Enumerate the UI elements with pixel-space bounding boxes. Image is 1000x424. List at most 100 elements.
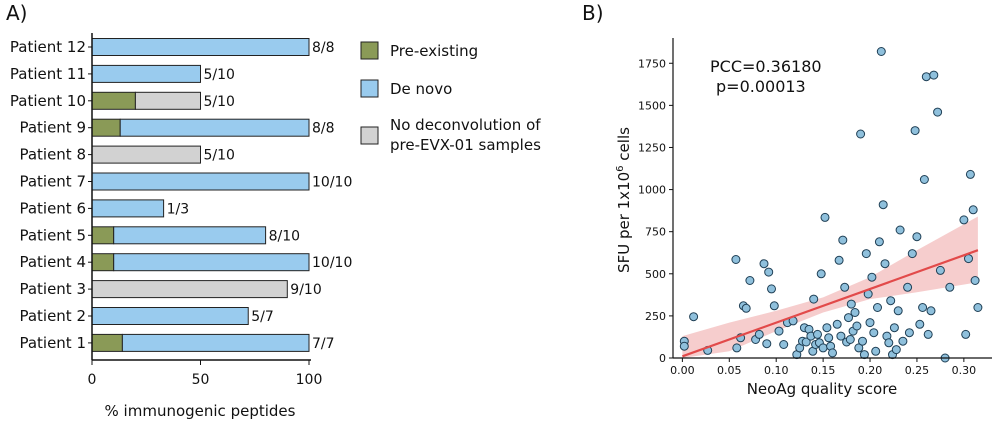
x-tick-label-2: 0.10 (764, 364, 789, 377)
scatter-point-31 (813, 329, 822, 339)
scatter-point-34 (818, 343, 828, 353)
y-tick-label-1: 250 (645, 310, 666, 323)
scatter-point-11 (754, 329, 764, 339)
scatter-point-95 (965, 169, 975, 179)
scatter-point-35 (820, 212, 830, 222)
scatter-point-66 (880, 259, 890, 269)
x-tick-label-3: 0.15 (811, 364, 836, 377)
y-tick-label-7: 1750 (638, 57, 666, 70)
bar-annotation-patient-9: 8/8 (312, 121, 335, 137)
scatter-point-97 (970, 276, 980, 285)
x-axis-title: % immunogenic peptides (105, 402, 296, 420)
row-label-patient-4: Patient 4 (19, 253, 86, 271)
bar-segment-nodeconv-patient-8 (91, 145, 201, 164)
scatter-point-69 (886, 296, 896, 306)
row-label-patient-7: Patient 7 (19, 173, 86, 191)
legend: Pre-existing De novo No deconvolution of… (360, 41, 541, 154)
p-value-annotation: p=0.00013 (716, 77, 806, 96)
scatter-point-63 (874, 237, 884, 247)
scatter-point-85 (923, 329, 933, 339)
scatter-point-81 (915, 319, 925, 329)
legend-swatch-de-novo (360, 79, 379, 98)
scatter-point-41 (834, 255, 844, 265)
x-tick-label-0: 0.00 (670, 364, 695, 377)
scatter-point-92 (959, 215, 969, 225)
x-tick-label-5: 0.25 (905, 364, 930, 377)
scatter-point-29 (809, 294, 819, 304)
scatter-points (679, 47, 983, 363)
bar-segment-denovo-patient-9 (119, 118, 310, 137)
y-tick-label-4: 1000 (638, 184, 666, 197)
scatter-point-61 (871, 346, 881, 356)
scatter-point-17 (774, 326, 784, 336)
scatter-point-84 (921, 72, 931, 82)
scatter-point-60 (869, 328, 879, 338)
scatter-point-58 (865, 318, 875, 328)
row-label-patient-2: Patient 2 (19, 307, 86, 325)
bar-segment-nodeconv-patient-10 (134, 91, 201, 110)
scatter-point-39 (828, 348, 837, 358)
scatter-point-98 (973, 303, 983, 312)
scatter-point-62 (873, 303, 882, 312)
panel-a-label: A) (6, 1, 27, 25)
bar-segment-denovo-patient-2 (91, 307, 249, 325)
row-label-patient-3: Patient 3 (19, 280, 86, 298)
legend-swatch-no-deconvolution (360, 126, 379, 145)
scatter-point-13 (762, 339, 772, 349)
bar-segment-denovo-patient-11 (91, 64, 201, 83)
y-tick-label-2: 500 (645, 268, 666, 281)
row-label-patient-6: Patient 6 (19, 199, 86, 217)
y-axis-title-main: SFU per 1x10 (615, 172, 633, 273)
scatter-point-79 (910, 126, 920, 136)
scatter-point-68 (884, 338, 894, 348)
bar-chart-plot: Patient 12 8/8 Patient 11 5/10 Patient 10 5/1… (10, 33, 352, 360)
scatter-point-78 (907, 249, 917, 259)
scatter-point-46 (844, 313, 853, 323)
x-tick-label-1: 0.05 (717, 364, 742, 377)
scatter-point-8 (741, 303, 751, 313)
y-axis-title-superscript: 6 (615, 165, 626, 171)
regression-fit-line (682, 249, 979, 358)
y-axis-title-rest: cells (615, 127, 633, 166)
scatter-point-65 (878, 200, 888, 210)
row-label-patient-12: Patient 12 (10, 38, 86, 56)
bar-annotation-patient-10: 5/10 (204, 94, 235, 110)
bar-segment-denovo-patient-1 (121, 333, 310, 352)
scatter-point-16 (769, 301, 779, 311)
scatter-point-15 (767, 284, 776, 294)
scatter-point-36 (822, 323, 832, 333)
bar-segment-denovo-patient-4 (113, 253, 310, 272)
legend-no-deconvolution-line2: pre-EVX-01 samples (390, 136, 541, 154)
scatter-point-72 (891, 345, 901, 355)
scatter-point-18 (779, 340, 789, 349)
row-label-patient-8: Patient 8 (19, 146, 86, 164)
row-label-patient-11: Patient 11 (10, 65, 86, 83)
scatter-point-76 (903, 282, 913, 292)
panel-b-label: B) (582, 1, 604, 25)
x-tick-label-0: 0 (88, 372, 97, 388)
bar-segment-pre-patient-10 (91, 91, 136, 110)
scatter-point-5 (732, 343, 742, 353)
scatter-point-64 (876, 47, 886, 56)
row-label-patient-9: Patient 9 (19, 119, 86, 137)
scatter-point-94 (964, 254, 973, 264)
bar-segment-pre-patient-9 (91, 118, 121, 137)
scatter-point-75 (898, 336, 908, 346)
scatter-point-9 (745, 276, 755, 285)
scatter-point-54 (858, 336, 867, 346)
bar-annotation-patient-3: 9/10 (290, 282, 321, 298)
scatter-point-48 (846, 299, 856, 309)
x-tick-label-50: 50 (192, 372, 210, 388)
legend-no-deconvolution-line1: No deconvolution of (390, 116, 541, 134)
bar-segment-denovo-patient-5 (113, 226, 267, 245)
scatter-point-44 (840, 282, 850, 292)
confidence-band (682, 216, 978, 358)
y-tick-label-6: 1500 (638, 99, 666, 112)
y-tick-label-5: 1250 (638, 141, 666, 154)
scatter-point-43 (838, 235, 848, 245)
scatter-point-96 (968, 205, 978, 215)
bar-annotation-patient-2: 5/7 (251, 309, 274, 325)
bar-annotation-patient-5: 8/10 (269, 228, 300, 244)
bar-annotation-patient-11: 5/10 (204, 67, 235, 83)
